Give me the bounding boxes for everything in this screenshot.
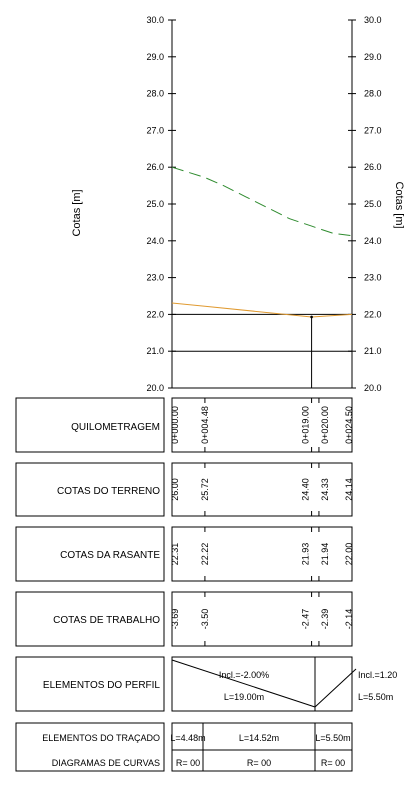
left-tick-label-4: 24.0 (146, 236, 164, 246)
profile-length-1: L=19.00m (224, 692, 264, 702)
terreno-value-4: 24.14 (344, 478, 354, 501)
rasante-values: 22.31 22.22 21.93 21.94 22.00 (170, 527, 354, 581)
profile-series (171, 166, 353, 388)
row-label-trabalho: COTAS DE TRABALHO (53, 615, 160, 626)
row-values-box-terreno (171, 462, 353, 517)
left-tick-label-5: 25.0 (146, 199, 164, 209)
curva-segment-2: R= 00 (247, 758, 271, 768)
elevation-ticks: 20.0 20.0 21.0 21.0 22.0 22.0 23.0 23.0 24.0 24.0… (146, 15, 381, 393)
row-label-box-tracado (15, 722, 165, 772)
left-tick-label-8: 28.0 (146, 89, 164, 99)
trabalho-value-4: -2.14 (344, 609, 354, 630)
profile-incl-2: Incl.=1.20 (358, 670, 397, 680)
left-tick-label-3: 23.0 (146, 273, 164, 283)
right-tick-label-7: 27.0 (364, 125, 382, 135)
row-label-box-rasante (15, 526, 165, 582)
row-label-tracado: ELEMENTOS DO TRAÇADO (42, 733, 160, 743)
right-tick-label-4: 24.0 (364, 236, 382, 246)
profile-length-2: L=5.50m (358, 692, 393, 702)
right-tick-label-10: 30.0 (364, 15, 382, 25)
trabalho-values: -3.69 -3.50 -2.47 -2.39 -2.14 (170, 592, 354, 646)
trabalho-value-1: -3.50 (200, 609, 210, 630)
left-tick-label-0: 20.0 (146, 383, 164, 393)
terreno-value-0: 26.00 (170, 478, 180, 501)
curva-segment-3: R= 00 (321, 758, 345, 768)
rasante-value-2: 21.93 (301, 543, 311, 566)
row-label-box-terreno (15, 462, 165, 517)
rasante-value-3: 21.94 (320, 543, 330, 566)
left-axis-title: Cotas [m] (71, 189, 83, 236)
left-tick-label-9: 29.0 (146, 52, 164, 62)
row-label-rasante: COTAS DA RASANTE (60, 550, 160, 561)
quilometragem-value-3: 0+020.00 (320, 406, 330, 444)
row-label-box-quilometragem (15, 397, 165, 453)
left-tick-label-10: 30.0 (146, 15, 164, 25)
quilometragem-value-0: 0+000.00 (170, 406, 180, 444)
row-values-box-trabalho (171, 591, 353, 647)
terreno-values: 26.00 25.72 24.40 24.33 24.14 (170, 463, 354, 516)
tracado-segment-2: L=14.52m (239, 733, 279, 743)
terreno-value-3: 24.33 (320, 478, 330, 501)
row-values-box-rasante (171, 526, 353, 582)
profile-table: QUILOMETRAGEM 0+000.00 0+004.48 0+019.00 0+… (15, 397, 397, 772)
right-tick-label-0: 20.0 (364, 383, 382, 393)
profile-grade-segment-1 (171, 659, 316, 708)
profile-axes (171, 20, 353, 389)
row-label-terreno: COTAS DO TERRENO (57, 486, 160, 497)
rasante-value-4: 22.00 (344, 543, 354, 566)
row-label-box-perfil (15, 656, 165, 712)
right-tick-label-5: 25.0 (364, 199, 382, 209)
row-label-diagramas: DIAGRAMAS DE CURVAS (52, 758, 160, 768)
quilometragem-value-4: 0+024.50 (344, 406, 354, 444)
quilometragem-values: 0+000.00 0+004.48 0+019.00 0+020.00 0+024.50 (170, 398, 354, 452)
row-label-perfil: ELEMENTOS DO PERFIL (43, 680, 161, 691)
row-values-box-quilometragem (171, 397, 353, 453)
grade-line (171, 302, 353, 318)
right-tick-label-6: 26.0 (364, 162, 382, 172)
right-tick-label-2: 22.0 (364, 309, 382, 319)
rasante-value-1: 22.22 (200, 543, 210, 566)
right-axis-title: Cotas [m] (393, 181, 404, 228)
row-label-quilometragem: QUILOMETRAGEM (71, 422, 160, 433)
quilometragem-value-1: 0+004.48 (200, 406, 210, 444)
row-values-box-tracado (171, 722, 353, 772)
profile-incl-1: Incl.=-2.00% (219, 670, 269, 680)
right-tick-label-8: 28.0 (364, 89, 382, 99)
left-tick-label-7: 27.0 (146, 125, 164, 135)
row-label-box-trabalho (15, 591, 165, 647)
curva-segment-1: R= 00 (176, 758, 200, 768)
terreno-value-1: 25.72 (200, 478, 210, 501)
left-tick-label-6: 26.0 (146, 162, 164, 172)
trabalho-value-2: -2.47 (301, 609, 311, 630)
terreno-value-2: 24.40 (301, 478, 311, 501)
quilometragem-value-2: 0+019.00 (301, 406, 311, 444)
terrain-line (171, 166, 353, 237)
right-tick-label-3: 23.0 (364, 273, 382, 283)
left-tick-label-2: 22.0 (146, 309, 164, 319)
profile-grade-segment-2 (314, 668, 357, 708)
right-tick-label-1: 21.0 (364, 346, 382, 356)
tracado-segment-3: L=5.50m (315, 733, 350, 743)
trabalho-value-3: -2.39 (320, 609, 330, 630)
row-values-box-perfil (171, 656, 353, 712)
vertex-point (310, 315, 313, 319)
left-tick-label-1: 21.0 (146, 346, 164, 356)
right-tick-label-9: 29.0 (364, 52, 382, 62)
tracado-segment-1: L=4.48m (170, 733, 205, 743)
trabalho-value-0: -3.69 (170, 609, 180, 630)
rasante-value-0: 22.31 (170, 543, 180, 566)
